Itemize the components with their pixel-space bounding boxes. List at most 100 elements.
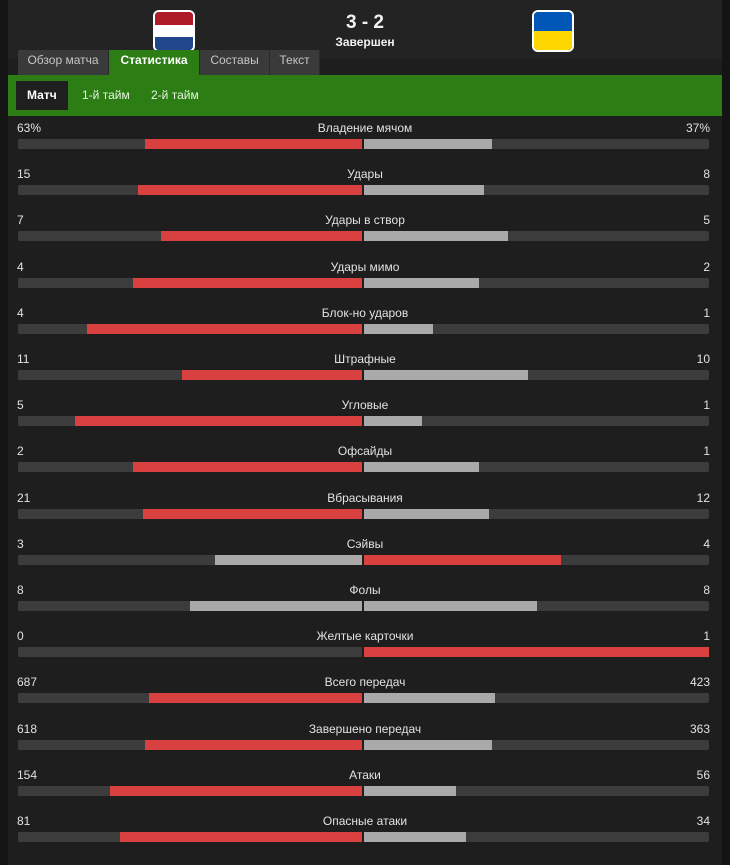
stat-row: 618 Завершено передач 363 [8,717,722,763]
tab-overview[interactable]: Обзор матча [18,50,109,75]
home-stat-value: 2 [17,444,24,459]
away-stat-value: 8 [703,167,710,182]
away-stat-value: 56 [696,767,710,782]
home-stat-track [18,647,362,658]
away-team-flag-icon[interactable] [534,12,572,50]
home-stat-bar [137,185,362,196]
page-right-edge [722,0,730,865]
stat-label: Штрафные [334,352,396,366]
match-score: 3 - 2 [345,12,385,33]
match-header: 3 - 2 Завершен [8,0,722,58]
stat-row: 687 Всего передач 423 [8,670,722,716]
home-stat-bar [214,554,362,565]
away-stat-track [364,785,709,796]
flag-stripe-white [155,25,193,37]
stat-row: 81 Опасные атаки 34 [8,809,722,855]
home-stat-value: 4 [17,305,24,320]
page-left-edge [0,0,8,865]
home-stat-track [18,739,362,750]
away-stat-value: 4 [703,536,710,551]
home-stat-bar [119,832,362,842]
away-stat-value: 1 [703,305,710,320]
home-stat-track [18,601,362,611]
away-stat-track [364,185,709,196]
home-stat-bar [145,139,362,149]
home-stat-value: 11 [17,352,30,366]
stat-row: 21 Вбрасывания 12 [8,486,722,532]
stat-label: Фолы [349,583,381,597]
away-stat-bar [364,231,508,242]
tab-lineups[interactable]: Составы [200,50,270,75]
flag-stripe-blue [155,37,193,50]
stat-row: 0 Желтые карточки 1 [8,624,722,670]
flag-stripe-yellow [534,31,572,50]
home-team-flag-icon[interactable] [155,12,193,50]
away-stat-bar [364,647,709,658]
away-stat-value: 1 [703,629,710,644]
away-stat-bar [364,785,456,796]
tab-statistics[interactable]: Статистика [109,50,200,75]
stat-row: 5 Угловые 1 [8,393,722,439]
stat-label: Блок-но ударов [321,305,409,320]
home-stat-value: 154 [17,767,38,782]
flag-stripe-red [155,12,193,25]
stat-row: 15 Удары 8 [8,162,722,208]
home-stat-track [18,231,362,242]
home-stat-track [18,785,362,796]
home-stat-track [18,462,362,473]
away-stat-bar [364,462,479,473]
tab-text[interactable]: Текст [270,50,320,75]
away-stat-track [364,693,709,704]
home-stat-bar [75,416,362,427]
stat-label: Вбрасывания [327,490,403,505]
away-stat-bar [364,139,492,149]
home-stat-value: 687 [17,675,38,690]
subtab-second-half[interactable]: 2-й тайм [151,88,199,102]
home-stat-track [18,277,362,288]
stat-label: Завершено передач [308,721,422,736]
home-stat-value: 81 [17,814,31,828]
stat-label: Желтые карточки [316,629,414,644]
home-stat-value: 8 [17,583,24,597]
stat-row: 2 Офсайды 1 [8,439,722,485]
home-stat-value: 15 [17,167,31,182]
stat-label: Удары мимо [330,259,400,274]
home-stat-track [18,370,362,380]
away-stat-track [364,601,709,611]
away-stat-track [364,139,709,149]
stat-label: Владение мячом [317,121,413,135]
stat-row: 11 Штрафные 10 [8,347,722,393]
stat-row: 4 Блок-но ударов 1 [8,301,722,347]
home-stat-value: 618 [17,721,38,736]
home-stat-bar [161,231,362,242]
home-stat-value: 21 [17,490,31,505]
home-stat-track [18,832,362,842]
flag-stripe-blue [534,12,572,31]
home-stat-track [18,416,362,427]
home-stat-bar [181,370,362,380]
away-stat-track [364,832,709,842]
home-stat-bar [145,739,362,750]
away-stat-value: 8 [703,583,710,597]
stat-row: 63% Владение мячом 37% [8,116,722,162]
away-stat-value: 10 [696,352,710,366]
subtab-first-half[interactable]: 1-й тайм [82,88,130,102]
stat-label: Опасные атаки [322,814,408,828]
home-stat-track [18,323,362,334]
stat-label: Угловые [341,398,389,413]
away-stat-bar [364,370,529,380]
away-stat-bar [364,277,479,288]
away-stat-value: 1 [703,444,710,459]
away-stat-track [364,739,709,750]
home-stat-value: 4 [17,259,24,274]
home-stat-track [18,508,362,519]
match-status: Завершен [335,35,395,49]
away-stat-value: 34 [696,814,710,828]
away-stat-track [364,462,709,473]
away-stat-bar [364,508,490,519]
home-stat-value: 7 [17,213,24,228]
subtab-match[interactable]: Матч [16,81,68,110]
home-stat-bar [190,601,362,611]
away-stat-value: 37% [685,121,710,135]
away-stat-track [364,277,709,288]
